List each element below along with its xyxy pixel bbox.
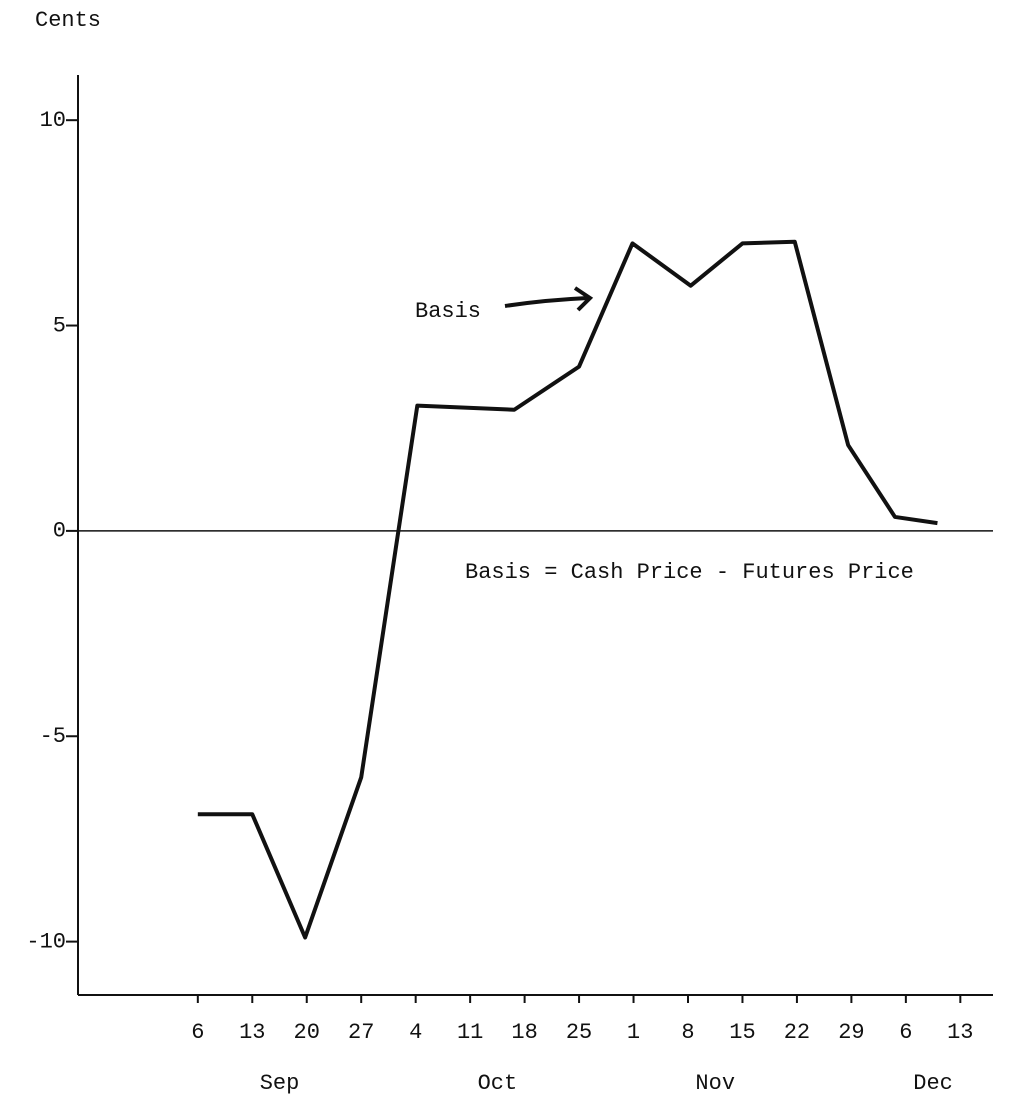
y-tick-label: 5 — [53, 313, 66, 338]
y-tick-label: 0 — [53, 519, 66, 544]
month-label: Sep — [260, 1071, 300, 1096]
x-tick-label: 6 — [899, 1020, 912, 1045]
x-tick-label: 20 — [294, 1020, 320, 1045]
data-line — [197, 239, 938, 940]
x-tick-label: 22 — [784, 1020, 810, 1045]
x-tick-label: 11 — [457, 1020, 483, 1045]
annotation: Basis — [415, 299, 481, 324]
x-tick-label: 4 — [409, 1020, 422, 1045]
y-tick-label: -5 — [40, 724, 66, 749]
x-tick-label: 13 — [947, 1020, 973, 1045]
x-tick-label: 8 — [681, 1020, 694, 1045]
y-axis-label: Cents — [35, 8, 101, 33]
x-tick-label: 13 — [239, 1020, 265, 1045]
x-tick-label: 18 — [511, 1020, 537, 1045]
x-tick-label: 27 — [348, 1020, 374, 1045]
annotation-arrow — [504, 286, 594, 312]
y-tick-label: 10 — [40, 108, 66, 133]
annotation: Basis = Cash Price - Futures Price — [465, 560, 914, 585]
month-label: Dec — [913, 1071, 953, 1096]
month-label: Nov — [695, 1071, 735, 1096]
x-tick-label: 25 — [566, 1020, 592, 1045]
y-tick-label: -10 — [26, 929, 66, 954]
x-tick-label: 1 — [627, 1020, 640, 1045]
month-label: Oct — [478, 1071, 518, 1096]
x-tick-label: 29 — [838, 1020, 864, 1045]
x-tick-label: 6 — [191, 1020, 204, 1045]
x-tick-label: 15 — [729, 1020, 755, 1045]
